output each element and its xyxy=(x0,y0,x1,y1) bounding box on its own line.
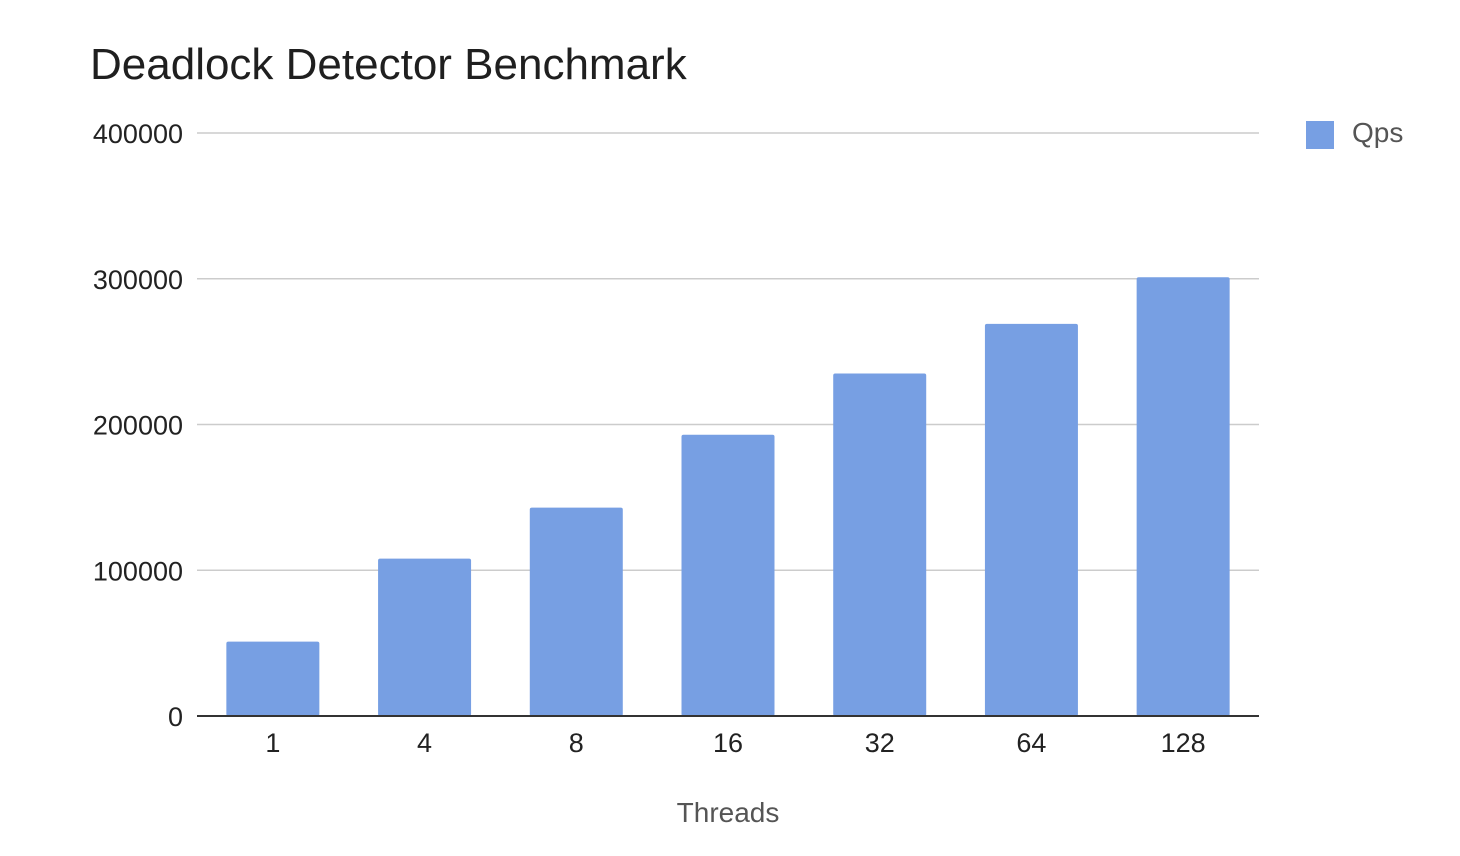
legend-swatch-qps xyxy=(1306,121,1334,149)
chart-title: Deadlock Detector Benchmark xyxy=(90,40,687,89)
x-tick-label: 8 xyxy=(569,728,584,758)
x-tick-label: 128 xyxy=(1161,728,1206,758)
grid-lines xyxy=(197,132,1259,571)
bar-32 xyxy=(833,373,927,716)
x-tick-label: 16 xyxy=(713,728,743,758)
x-tick-label: 32 xyxy=(865,728,895,758)
legend: Qps xyxy=(1306,117,1403,149)
x-tick-labels: 1 4 8 16 32 64 128 xyxy=(265,728,1205,758)
x-tick-label: 4 xyxy=(417,728,432,758)
bar-4 xyxy=(378,558,472,716)
bars xyxy=(226,277,1230,716)
y-tick-label: 100000 xyxy=(93,556,183,586)
bar-128 xyxy=(1136,277,1230,716)
y-tick-label: 300000 xyxy=(93,265,183,295)
x-tick-label: 64 xyxy=(1016,728,1046,758)
bar-1 xyxy=(226,641,320,716)
y-tick-label: 400000 xyxy=(93,119,183,149)
y-tick-label: 0 xyxy=(168,702,183,732)
bar-64 xyxy=(984,323,1078,716)
y-tick-labels: 0 100000 200000 300000 400000 xyxy=(93,119,183,732)
y-tick-label: 200000 xyxy=(93,411,183,441)
bar-16 xyxy=(681,434,775,716)
x-axis-title: Threads xyxy=(677,797,780,828)
x-tick-label: 1 xyxy=(265,728,280,758)
bar-8 xyxy=(529,507,623,716)
legend-label-qps: Qps xyxy=(1352,117,1403,148)
